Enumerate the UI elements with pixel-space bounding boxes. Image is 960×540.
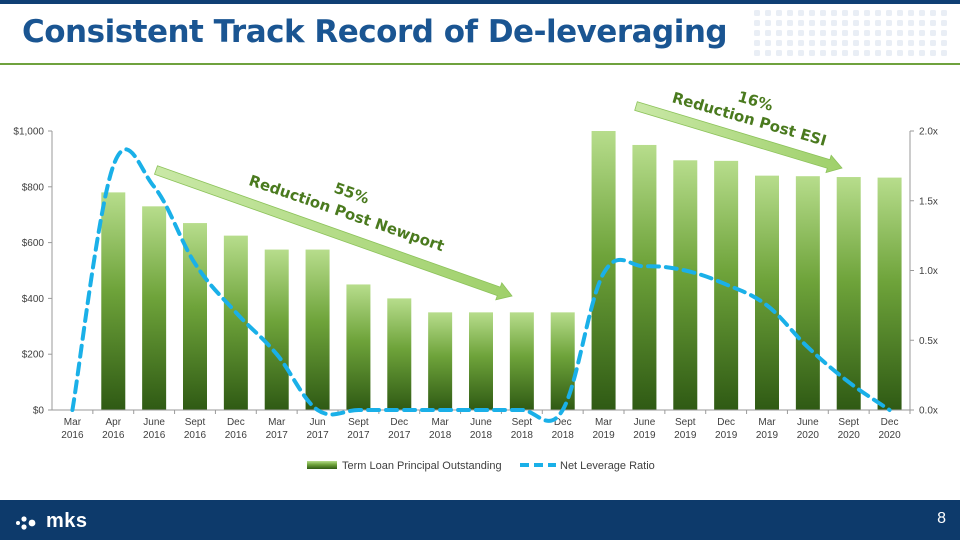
net-leverage-line [70,147,892,423]
x-tick-label-year: 2017 [306,430,329,441]
logo-text: mks [46,509,88,532]
bar-15 [673,160,698,410]
right-tick-label: 1.5x [919,196,938,207]
x-tick-label-month: Jun [310,417,326,428]
bar-9 [428,312,453,410]
x-tick-label-year: 2017 [347,430,370,441]
left-tick-label: $200 [22,350,45,361]
logo-dots-icon [16,516,36,530]
x-tick-label-month: Apr [106,417,122,428]
legend-line-label: Net Leverage Ratio [560,460,655,472]
x-tick-label-year: 2018 [470,430,493,441]
x-tick-label-month: June [143,417,165,428]
x-tick-label-month: Mar [432,417,450,428]
bar-17 [755,175,779,410]
x-tick-label-month: Dec [390,417,408,428]
bar-18 [795,176,820,410]
bar-6 [305,249,330,410]
bar-10 [469,312,493,410]
x-tick-label-year: 2019 [633,430,656,441]
top-bar [0,0,960,4]
bar-19 [836,177,861,410]
legend-bar-swatch [307,461,337,469]
bar-20 [877,177,902,410]
bar-3 [183,223,207,410]
mks-logo: mks [14,509,88,533]
title-divider [0,63,960,65]
x-tick-label-month: Dec [554,417,572,428]
x-tick-label-month: Mar [268,417,286,428]
left-tick-label: $800 [22,182,45,193]
bar-14 [632,144,657,410]
x-tick-label-month: Mar [758,417,776,428]
x-tick-label-year: 2020 [878,430,901,441]
x-tick-label-month: Sept [675,417,696,428]
x-tick-label-year: 2016 [102,430,125,441]
x-tick-label-month: Dec [227,417,245,428]
x-tick-label-month: Sept [512,417,533,428]
x-tick-label-month: Mar [64,417,82,428]
esi-reduction-arrow [634,101,843,174]
x-tick-label-year: 2018 [552,430,575,441]
x-tick-label-month: June [634,417,656,428]
x-tick-label-year: 2016 [61,430,84,441]
bar-4 [223,235,248,410]
left-tick-label: $0 [33,406,45,417]
bar-7 [346,284,371,410]
decorative-dot-pattern [754,10,947,56]
leverage-chart: $0 $200 $400 $600 $800 $1,000 0.0x 0.5x 1.0x 1.5x… [13,88,938,472]
x-tick-label-month: June [797,417,819,428]
x-tick-label-year: 2020 [797,430,820,441]
x-tick-label-year: 2018 [511,430,534,441]
left-tick-label: $400 [22,294,45,305]
right-tick-label: 0.0x [919,406,938,417]
footer-bar: mks 8 [0,500,960,540]
newport-reduction-arrow [153,165,513,301]
x-tick-label-year: 2018 [429,430,452,441]
x-tick-label-year: 2019 [674,430,697,441]
left-tick-label: $600 [22,238,45,249]
x-tick-label-year: 2019 [756,430,779,441]
x-tick-label-year: 2016 [143,430,166,441]
x-tick-label-month: Dec [881,417,899,428]
bar-8 [387,298,412,410]
x-tick-label-month: June [470,417,492,428]
bar-11 [509,312,534,410]
right-tick-label: 2.0x [919,127,938,138]
right-tick-label: 1.0x [919,266,938,277]
legend-bar-label: Term Loan Principal Outstanding [342,460,502,472]
x-tick-label-month: Mar [595,417,613,428]
x-tick-label-year: 2016 [184,430,207,441]
x-tick-label-year: 2020 [838,430,861,441]
left-tick-label: $1,000 [13,127,44,138]
x-tick-label-year: 2019 [592,430,615,441]
page-number: 8 [937,510,946,527]
x-tick-label-month: Sept [185,417,206,428]
x-tick-label-month: Sept [838,417,859,428]
right-tick-label: 0.5x [919,336,938,347]
x-tick-label-year: 2017 [266,430,289,441]
x-tick-label-month: Dec [717,417,735,428]
bar-5 [264,249,289,410]
x-tick-label-month: Sept [348,417,369,428]
page-title: Consistent Track Record of De-leveraging [22,14,728,50]
bar-2 [142,206,167,410]
x-tick-label-year: 2016 [225,430,248,441]
x-tick-label-year: 2019 [715,430,738,441]
x-tick-label-year: 2017 [388,430,411,441]
bar-1 [101,192,126,410]
